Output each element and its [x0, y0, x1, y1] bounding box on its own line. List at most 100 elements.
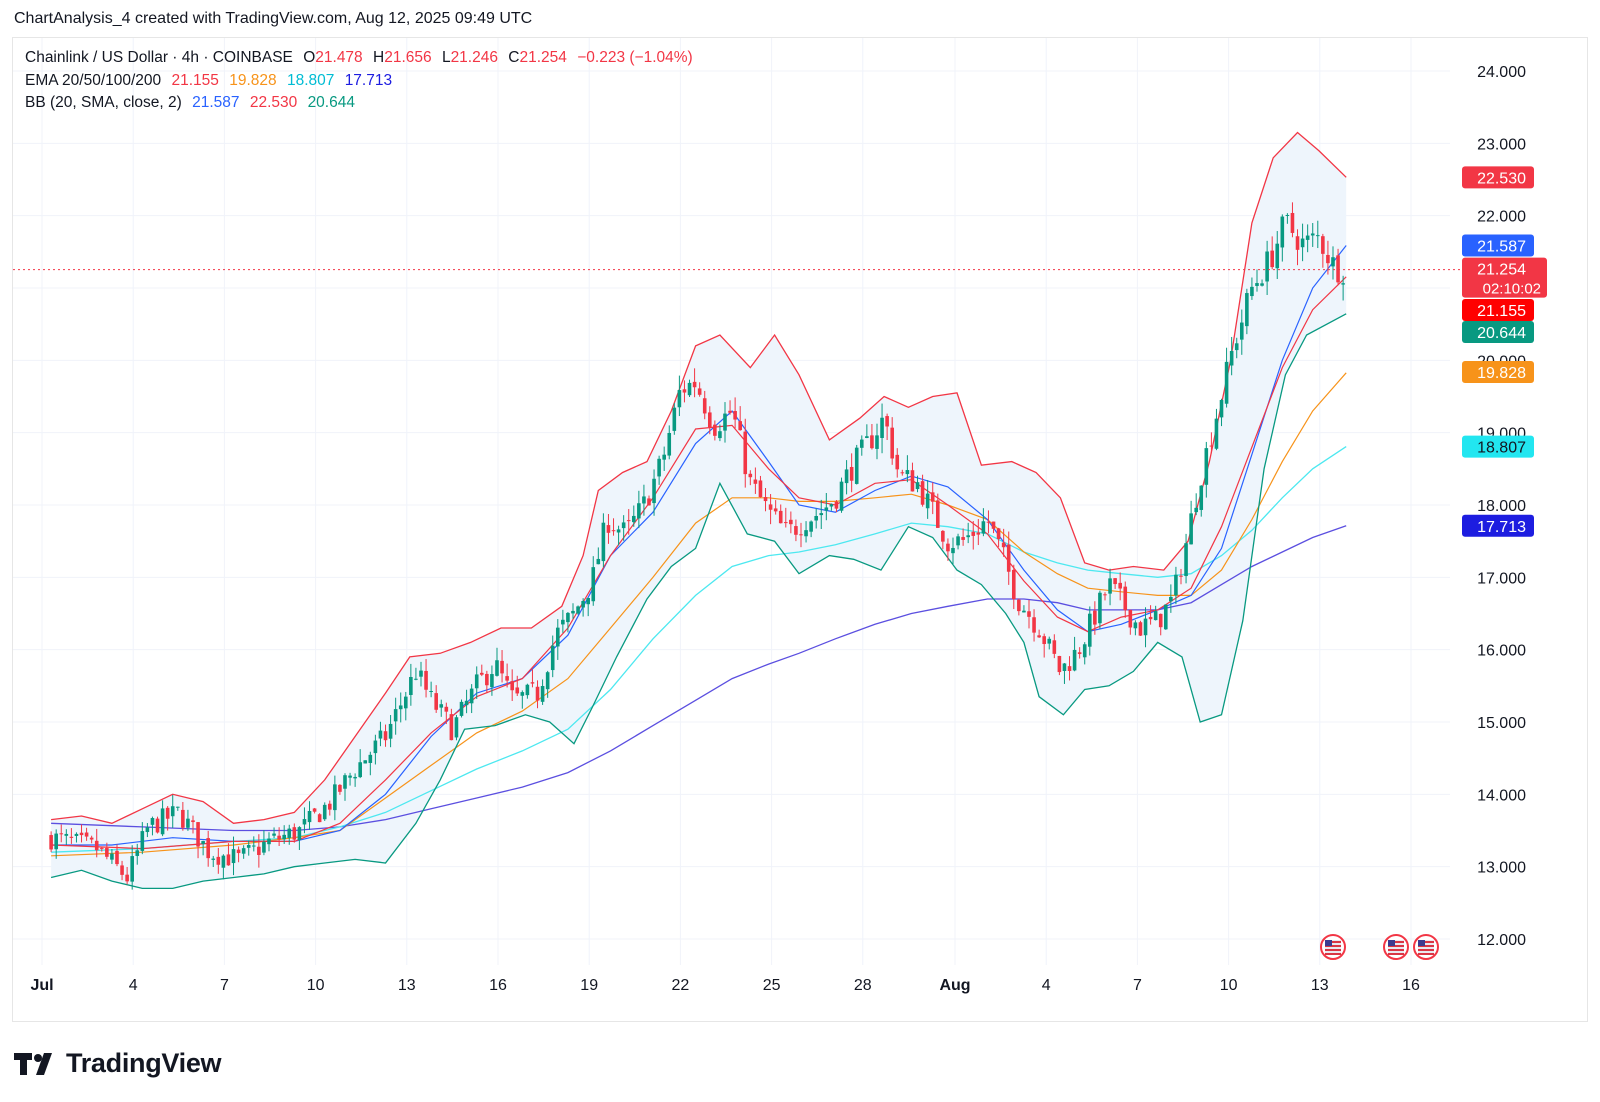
candle-body [545, 672, 550, 690]
candle-body [986, 521, 991, 523]
candle-body [181, 809, 185, 828]
candle-body [1290, 212, 1295, 233]
candle-body [824, 507, 829, 511]
candle-body [459, 701, 464, 716]
candle-body [996, 528, 1001, 540]
candle-body [723, 413, 727, 431]
candle-body [439, 704, 444, 708]
bb-label[interactable]: BB (20, SMA, close, 2) [25, 94, 182, 111]
candle-body [819, 513, 824, 516]
low-label: L [441, 49, 451, 66]
candle-body [292, 827, 297, 840]
candle-body [206, 838, 210, 859]
candle-body [378, 730, 383, 739]
candle-body [64, 833, 69, 836]
y-tick-label: 16.000 [1477, 643, 1526, 660]
candle-body [601, 522, 606, 562]
candle-body [783, 522, 788, 524]
candle-body [1331, 257, 1335, 267]
candle-body [464, 700, 469, 706]
bb-basis-line [51, 245, 1347, 846]
x-tick-label: 7 [1133, 977, 1142, 994]
candle-body [1219, 399, 1224, 418]
candle-body [236, 849, 241, 854]
candle-body [1093, 610, 1097, 625]
us-flag-event-icon [1388, 945, 1404, 947]
candle-body [758, 480, 763, 498]
candle-body [1087, 613, 1092, 647]
candle-body [282, 834, 286, 840]
candle-body [626, 520, 631, 522]
candle-body [662, 454, 666, 460]
x-tick-label: Aug [939, 977, 970, 994]
candle-body [1229, 350, 1234, 366]
candle-body [485, 673, 489, 686]
candle-body [373, 740, 378, 754]
candle-body [125, 874, 129, 882]
candle-body [870, 435, 874, 449]
candle-body [312, 808, 317, 812]
candle-body [1133, 622, 1138, 629]
candle-body [94, 840, 99, 851]
x-tick-label: 4 [129, 977, 138, 994]
price-axis-tag-value: 17.713 [1477, 519, 1526, 536]
candle-body [768, 504, 773, 510]
us-flag-event-icon [1418, 941, 1434, 943]
us-flag-event-icon [1418, 940, 1425, 946]
ema-label[interactable]: EMA 20/50/100/200 [25, 71, 162, 89]
candle-body [596, 558, 601, 565]
candle-body [1158, 613, 1163, 628]
candle-body [1098, 592, 1102, 624]
candle-body [885, 416, 889, 427]
legend-symbol[interactable]: Chainlink / US Dollar · 4h · COINBASE [25, 49, 293, 66]
candle-body [586, 597, 590, 605]
candle-body [728, 410, 732, 413]
candle-body [621, 522, 626, 529]
candle-body [1199, 485, 1204, 510]
candle-body [59, 833, 64, 835]
candle-body [1300, 238, 1305, 248]
candle-body [1310, 233, 1315, 236]
candle-body [773, 508, 778, 512]
candle-body [834, 501, 839, 509]
candle-body [1143, 618, 1148, 636]
candle-body [976, 532, 981, 535]
candle-body [748, 473, 753, 478]
candle-body [839, 481, 844, 511]
candle-body [561, 619, 565, 625]
candle-body [251, 845, 256, 847]
candle-body [743, 431, 748, 475]
y-tick-label: 15.000 [1477, 715, 1526, 732]
candle-body [1305, 235, 1310, 240]
candle-body [196, 822, 200, 847]
x-tick-label: Jul [30, 977, 53, 994]
tradingview-brand[interactable]: TradingView [14, 1048, 222, 1079]
x-tick-label: 13 [1311, 977, 1329, 994]
ema20-line [51, 276, 1347, 850]
candle-body [383, 731, 388, 741]
candle-body [191, 820, 195, 823]
price-axis-tag [1462, 361, 1534, 383]
price-axis-tag [1462, 321, 1534, 343]
candle-body [145, 827, 150, 833]
candle-body [844, 469, 849, 484]
candle-body [991, 521, 996, 529]
candle-body [915, 482, 920, 490]
candle-body [1189, 513, 1193, 545]
price-axis-tag [1462, 435, 1534, 458]
us-flag-event-icon [1325, 949, 1341, 951]
candle-body [150, 818, 155, 825]
candle-body [1082, 644, 1087, 658]
candle-body [272, 833, 276, 836]
candle-body [687, 382, 692, 396]
candle-body [1067, 666, 1072, 671]
candle-body [667, 432, 672, 456]
candle-body [1245, 293, 1249, 327]
bb-upper-line [51, 131, 1347, 824]
candle-body [555, 627, 560, 647]
y-tick-label: 13.000 [1477, 860, 1526, 877]
price-axis-tag [1462, 166, 1534, 189]
candle-body [454, 717, 459, 738]
candle-body [79, 832, 84, 836]
